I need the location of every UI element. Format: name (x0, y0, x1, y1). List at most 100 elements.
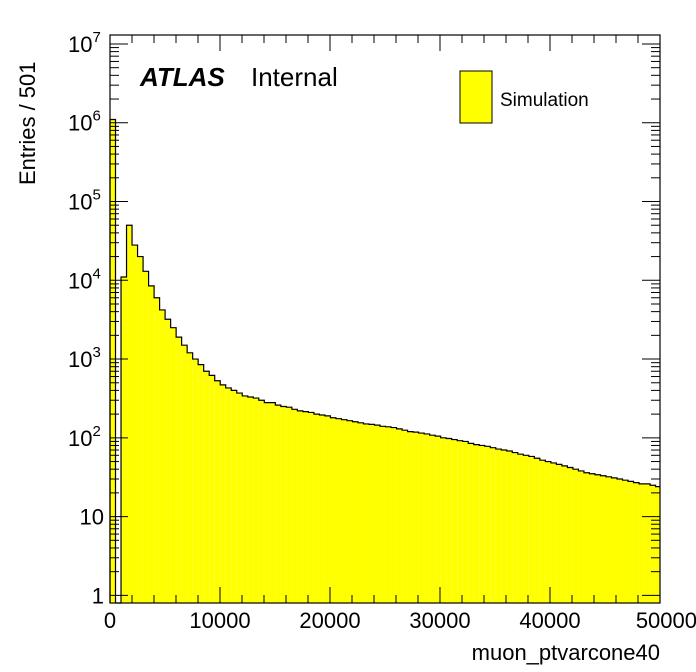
histogram-bin-77 (534, 458, 540, 603)
histogram-bin-63 (457, 440, 463, 603)
histogram-bin-55 (413, 432, 419, 603)
histogram-bin-52 (396, 428, 403, 603)
histogram-bin-15 (192, 359, 199, 603)
histogram-bin-39 (324, 415, 331, 603)
histogram-bin-38 (319, 414, 325, 603)
histogram-bin-54 (407, 431, 414, 603)
histogram-bin-40 (330, 417, 336, 603)
plot-frame (109, 34, 661, 604)
histogram-bin-19 (214, 380, 221, 603)
histogram-bin-23 (236, 393, 243, 603)
histogram-bin-62 (451, 439, 458, 603)
histogram-bin-6 (143, 271, 149, 603)
histogram-bin-68 (484, 446, 491, 603)
histogram-bin-20 (220, 384, 226, 603)
histogram-bin-80 (550, 462, 557, 603)
x-axis-title: muon_ptvarcone40 (472, 640, 660, 665)
histogram-bin-35 (302, 411, 309, 603)
histogram-bin-93 (622, 480, 629, 603)
histogram-bin-22 (231, 390, 237, 603)
histogram-bin-91 (611, 477, 618, 603)
histogram-bin-47 (369, 424, 375, 603)
histogram-bin-51 (391, 427, 397, 603)
histogram-bin-92 (617, 479, 623, 603)
y-tick-label: 1 (92, 583, 104, 608)
histogram-bin-13 (181, 345, 188, 603)
histogram-bin-61 (446, 438, 452, 603)
histogram-bin-0 (110, 119, 116, 603)
histogram-bin-98 (650, 485, 656, 603)
histogram-bin-50 (385, 426, 392, 603)
histogram-bin-8 (154, 297, 160, 603)
histogram-bin-74 (517, 454, 524, 603)
x-tick-label: 0 (104, 608, 116, 633)
histogram-bin-31 (280, 406, 287, 603)
histogram-bin-90 (605, 476, 612, 603)
x-tick-labels: 0 10000 20000 30000 40000 50000 (104, 608, 696, 633)
histogram-bin-48 (374, 425, 381, 603)
histogram-bin-67 (479, 445, 485, 603)
y-tick-label: 102 (68, 423, 101, 451)
histogram-bin-25 (247, 396, 254, 603)
histogram-bin-14 (187, 352, 193, 603)
histogram-bin-60 (440, 437, 447, 603)
histogram-bin-46 (363, 423, 370, 603)
histogram-bin-94 (628, 481, 634, 603)
histogram-bin-44 (352, 421, 358, 603)
histogram-bars (110, 119, 660, 604)
histogram-bin-16 (198, 364, 204, 603)
histogram-bin-42 (341, 419, 347, 603)
histogram-bin-87 (589, 473, 595, 603)
histogram-bin-28 (264, 402, 270, 603)
histogram-bin-56 (418, 433, 425, 603)
y-tick-label: 106 (68, 108, 101, 136)
y-axis-title: Entries / 501 (15, 61, 40, 185)
histogram-bin-37 (313, 414, 320, 603)
histogram-bin-57 (424, 433, 430, 603)
histogram-bin-7 (148, 285, 155, 603)
histogram-bin-84 (572, 469, 579, 603)
atlas-label: ATLAS (139, 62, 225, 92)
histogram-bin-3 (126, 225, 133, 604)
histogram-bin-9 (159, 309, 166, 603)
histogram-bin-96 (639, 483, 645, 603)
y-tick-label: 105 (68, 187, 101, 215)
x-tick-label: 30000 (409, 608, 470, 633)
histogram-bin-59 (435, 436, 441, 603)
y-tick-label: 104 (68, 265, 101, 293)
histogram-bin-12 (176, 337, 182, 603)
histogram-bin-36 (308, 412, 314, 603)
histogram-outline (109, 118, 660, 604)
histogram-bin-85 (578, 470, 584, 603)
histogram-bin-43 (346, 420, 353, 603)
histogram-bin-5 (137, 256, 144, 603)
legend-entry-simulation: Simulation (500, 90, 589, 111)
histogram-bin-17 (203, 371, 210, 603)
legend: Simulation (459, 70, 589, 124)
histogram-bin-53 (402, 430, 408, 603)
histogram-bin-10 (165, 319, 171, 603)
x-tick-label: 50000 (636, 608, 696, 633)
histogram-bin-97 (644, 483, 651, 603)
histogram-bin-34 (297, 410, 303, 603)
x-tick-label: 20000 (299, 608, 360, 633)
histogram-bin-83 (567, 467, 573, 603)
histogram-bin-71 (501, 450, 507, 603)
histogram-bin-88 (594, 474, 601, 603)
histogram-bin-73 (512, 452, 518, 603)
histogram-bin-78 (539, 460, 546, 603)
histogram-bin-66 (473, 444, 480, 603)
histogram-bin-33 (291, 409, 298, 603)
histogram-bin-81 (556, 464, 562, 603)
histogram-bin-76 (528, 456, 535, 603)
y-tick-labels: 1 10 102 103 104 105 106 107 (68, 29, 104, 608)
x-tick-label: 40000 (519, 608, 580, 633)
atlas-status-label: Internal (251, 62, 338, 92)
histogram-bin-32 (286, 407, 292, 603)
histogram-bin-45 (358, 422, 364, 603)
histogram-bin-21 (225, 387, 232, 603)
histogram-bin-70 (495, 449, 502, 603)
histogram-bin-11 (170, 327, 177, 603)
histogram-bin-69 (490, 447, 496, 603)
histogram-bin-86 (583, 472, 590, 603)
